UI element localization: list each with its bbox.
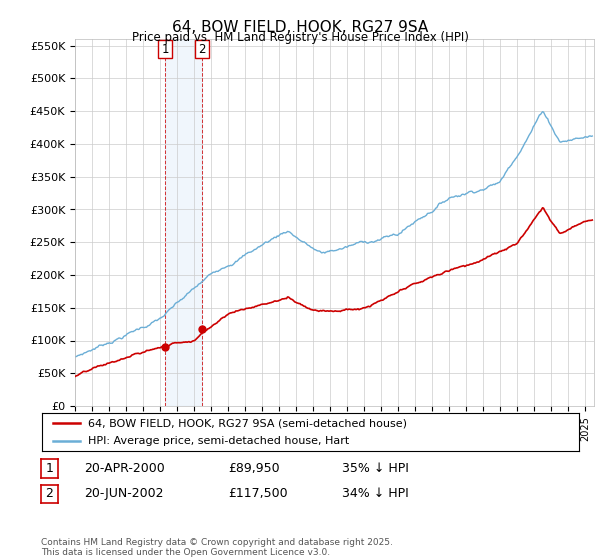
Text: £89,950: £89,950 bbox=[228, 462, 280, 475]
Text: 1: 1 bbox=[45, 462, 53, 475]
Text: Price paid vs. HM Land Registry's House Price Index (HPI): Price paid vs. HM Land Registry's House … bbox=[131, 31, 469, 44]
Text: Contains HM Land Registry data © Crown copyright and database right 2025.
This d: Contains HM Land Registry data © Crown c… bbox=[41, 538, 392, 557]
Text: HPI: Average price, semi-detached house, Hart: HPI: Average price, semi-detached house,… bbox=[88, 436, 349, 446]
Bar bbox=[165, 39, 202, 406]
Text: 2: 2 bbox=[199, 43, 206, 55]
Text: 35% ↓ HPI: 35% ↓ HPI bbox=[342, 462, 409, 475]
Text: £117,500: £117,500 bbox=[228, 487, 287, 501]
Text: 20-JUN-2002: 20-JUN-2002 bbox=[84, 487, 163, 501]
Text: 34% ↓ HPI: 34% ↓ HPI bbox=[342, 487, 409, 501]
Text: 64, BOW FIELD, HOOK, RG27 9SA (semi-detached house): 64, BOW FIELD, HOOK, RG27 9SA (semi-deta… bbox=[88, 418, 407, 428]
Text: 2: 2 bbox=[45, 487, 53, 501]
Text: 20-APR-2000: 20-APR-2000 bbox=[84, 462, 165, 475]
Text: 1: 1 bbox=[161, 43, 169, 55]
Text: 64, BOW FIELD, HOOK, RG27 9SA: 64, BOW FIELD, HOOK, RG27 9SA bbox=[172, 20, 428, 35]
